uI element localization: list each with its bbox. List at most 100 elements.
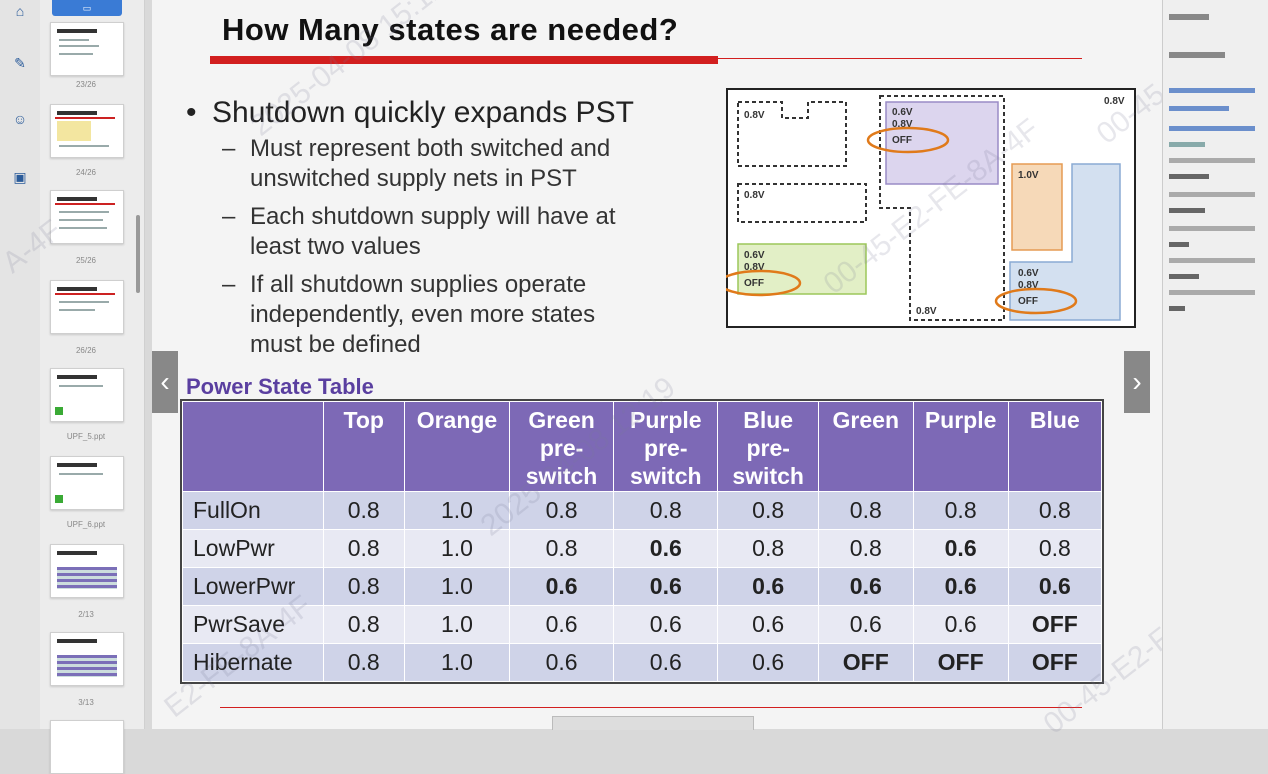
domain-b [737, 183, 867, 223]
thumbnail-label: 23/26 [75, 80, 97, 89]
table-header-line: Purple [924, 407, 997, 433]
table-header-corner [182, 401, 324, 492]
table-header: Purple pre-switch [613, 401, 719, 492]
chat-line [1169, 142, 1205, 147]
table-cell: 0.8 [508, 491, 615, 530]
title-underline [210, 56, 718, 64]
bullet-main: Shutdown quickly expands PST [182, 96, 722, 130]
slide-thumbnail[interactable] [50, 720, 124, 774]
domain-b-label: 0.8V [744, 190, 765, 201]
purple-domain [885, 101, 999, 185]
home-icon[interactable]: ⌂ [15, 3, 25, 19]
table-row: FullOn 0.8 1.0 0.8 0.8 0.8 0.8 0.8 0.8 [182, 491, 1103, 530]
slide-thumbnail[interactable] [50, 544, 124, 598]
table-cell: 0.6 [717, 605, 819, 644]
table-cell: 0.8 [322, 529, 405, 568]
table-cell: 0.8 [1007, 529, 1103, 568]
slide-canvas: How Many states are needed? Shutdown qui… [152, 0, 1162, 730]
blue-label-off: OFF [1018, 296, 1038, 307]
sub-bullet: Must represent both switched and unswitc… [182, 134, 722, 194]
blue-label-1: 0.6V [1018, 268, 1039, 279]
sub-bullet-line: If all shutdown supplies operate [250, 271, 587, 298]
green-off-highlight [726, 269, 802, 297]
orange-label: 1.0V [1018, 170, 1039, 181]
orange-domain [1011, 163, 1063, 251]
thumbnail-label: 26/26 [75, 346, 97, 355]
slide-thumbnail[interactable] [50, 22, 124, 76]
purple-label-2: 0.8V [892, 119, 913, 130]
table-cell: 0.6 [613, 567, 719, 606]
sub-bullet-line: Must represent both switched and [250, 135, 611, 162]
table-header-line: Blue [743, 407, 794, 433]
sub-bullet-line: unswitched supply nets in PST [250, 165, 577, 192]
thumbnail-label: UPF_6.ppt [66, 520, 106, 529]
window-icon[interactable]: ▣ [13, 169, 27, 185]
blue-off-highlight [994, 287, 1078, 315]
tool-icon-1[interactable]: ✎ [14, 55, 26, 71]
table-cell: 0.6 [508, 605, 615, 644]
table-cell: 0.8 [322, 567, 405, 606]
table-cell: 1.0 [403, 605, 510, 644]
page-controls[interactable] [552, 716, 754, 730]
thumbnail-label: 3/13 [78, 698, 94, 707]
table-cell: 0.8 [613, 491, 719, 530]
purple-label-off: OFF [892, 135, 912, 146]
slide-thumbnail[interactable] [50, 632, 124, 686]
prev-slide-button[interactable]: ‹ [152, 351, 178, 413]
table-header-line: Orange [416, 407, 498, 433]
slide-thumbnail[interactable] [50, 368, 124, 422]
table-cell: 0.6 [912, 605, 1009, 644]
thumbnail-label: 2/13 [78, 610, 94, 619]
table-cell: 0.6 [613, 529, 719, 568]
top-action-button[interactable]: ▭ [52, 0, 122, 16]
sub-bullet: Each shutdown supply will have at least … [182, 202, 722, 262]
table-cell: 0.8 [817, 529, 914, 568]
table-cell: 0.6 [613, 605, 719, 644]
next-slide-button[interactable]: › [1124, 351, 1150, 413]
row-label: LowerPwr [182, 567, 324, 606]
table-cell: OFF [1007, 643, 1103, 682]
footer-rule [220, 707, 1082, 708]
table-header: Green pre-switch [508, 401, 615, 492]
table-cell: 0.6 [912, 529, 1009, 568]
bullet-list: Shutdown quickly expands PST Must repres… [182, 96, 722, 368]
chat-line [1169, 106, 1229, 111]
slide-thumbnail[interactable] [50, 280, 124, 334]
table-cell: 1.0 [403, 491, 510, 530]
thumbnail-label: 25/26 [75, 256, 97, 265]
title-rule [718, 58, 1082, 59]
table-cell: 0.8 [717, 491, 819, 530]
row-label: FullOn [182, 491, 324, 530]
power-state-table: Top Orange Green pre-switch Purple pre-swi… [182, 401, 1103, 682]
table-cell: 0.6 [1007, 567, 1103, 606]
slide-thumbnail[interactable] [50, 104, 124, 158]
table-header: Blue pre-switch [717, 401, 819, 492]
purple-off-highlight [866, 126, 950, 154]
slide-title: How Many states are needed? [222, 12, 679, 47]
panel-tabs[interactable] [1169, 52, 1225, 58]
pst-title: Power State Table [186, 374, 374, 399]
thumbnail-scrollbar[interactable] [136, 215, 140, 293]
chat-line [1169, 258, 1255, 263]
table-header-line: switch [629, 463, 702, 489]
slide-thumbnail[interactable] [50, 456, 124, 510]
table-cell: 0.6 [508, 567, 615, 606]
table-header: Purple [912, 401, 1009, 492]
top-voltage-label: 0.8V [1104, 96, 1125, 107]
table-cell: 0.8 [322, 605, 405, 644]
table-row: LowerPwr 0.8 1.0 0.6 0.6 0.6 0.6 0.6 0.6 [182, 567, 1103, 606]
domain-a [737, 101, 847, 167]
table-header-line: Green [528, 407, 595, 433]
chat-line [1169, 126, 1255, 131]
row-label: Hibernate [182, 643, 324, 682]
slide-thumbnail[interactable] [50, 190, 124, 244]
table-cell: 0.8 [322, 491, 405, 530]
slide-thumbnail-panel: 23/26 24/26 25/26 26/26 UPF_5.ppt UPF_6.… [40, 0, 145, 774]
row-label: LowPwr [182, 529, 324, 568]
table-cell: 1.0 [403, 643, 510, 682]
table-header: Orange [403, 401, 510, 492]
table-cell: 0.8 [912, 491, 1009, 530]
user-icon[interactable]: ☺ [12, 111, 28, 127]
table-cell: 1.0 [403, 529, 510, 568]
table-cell: OFF [817, 643, 914, 682]
